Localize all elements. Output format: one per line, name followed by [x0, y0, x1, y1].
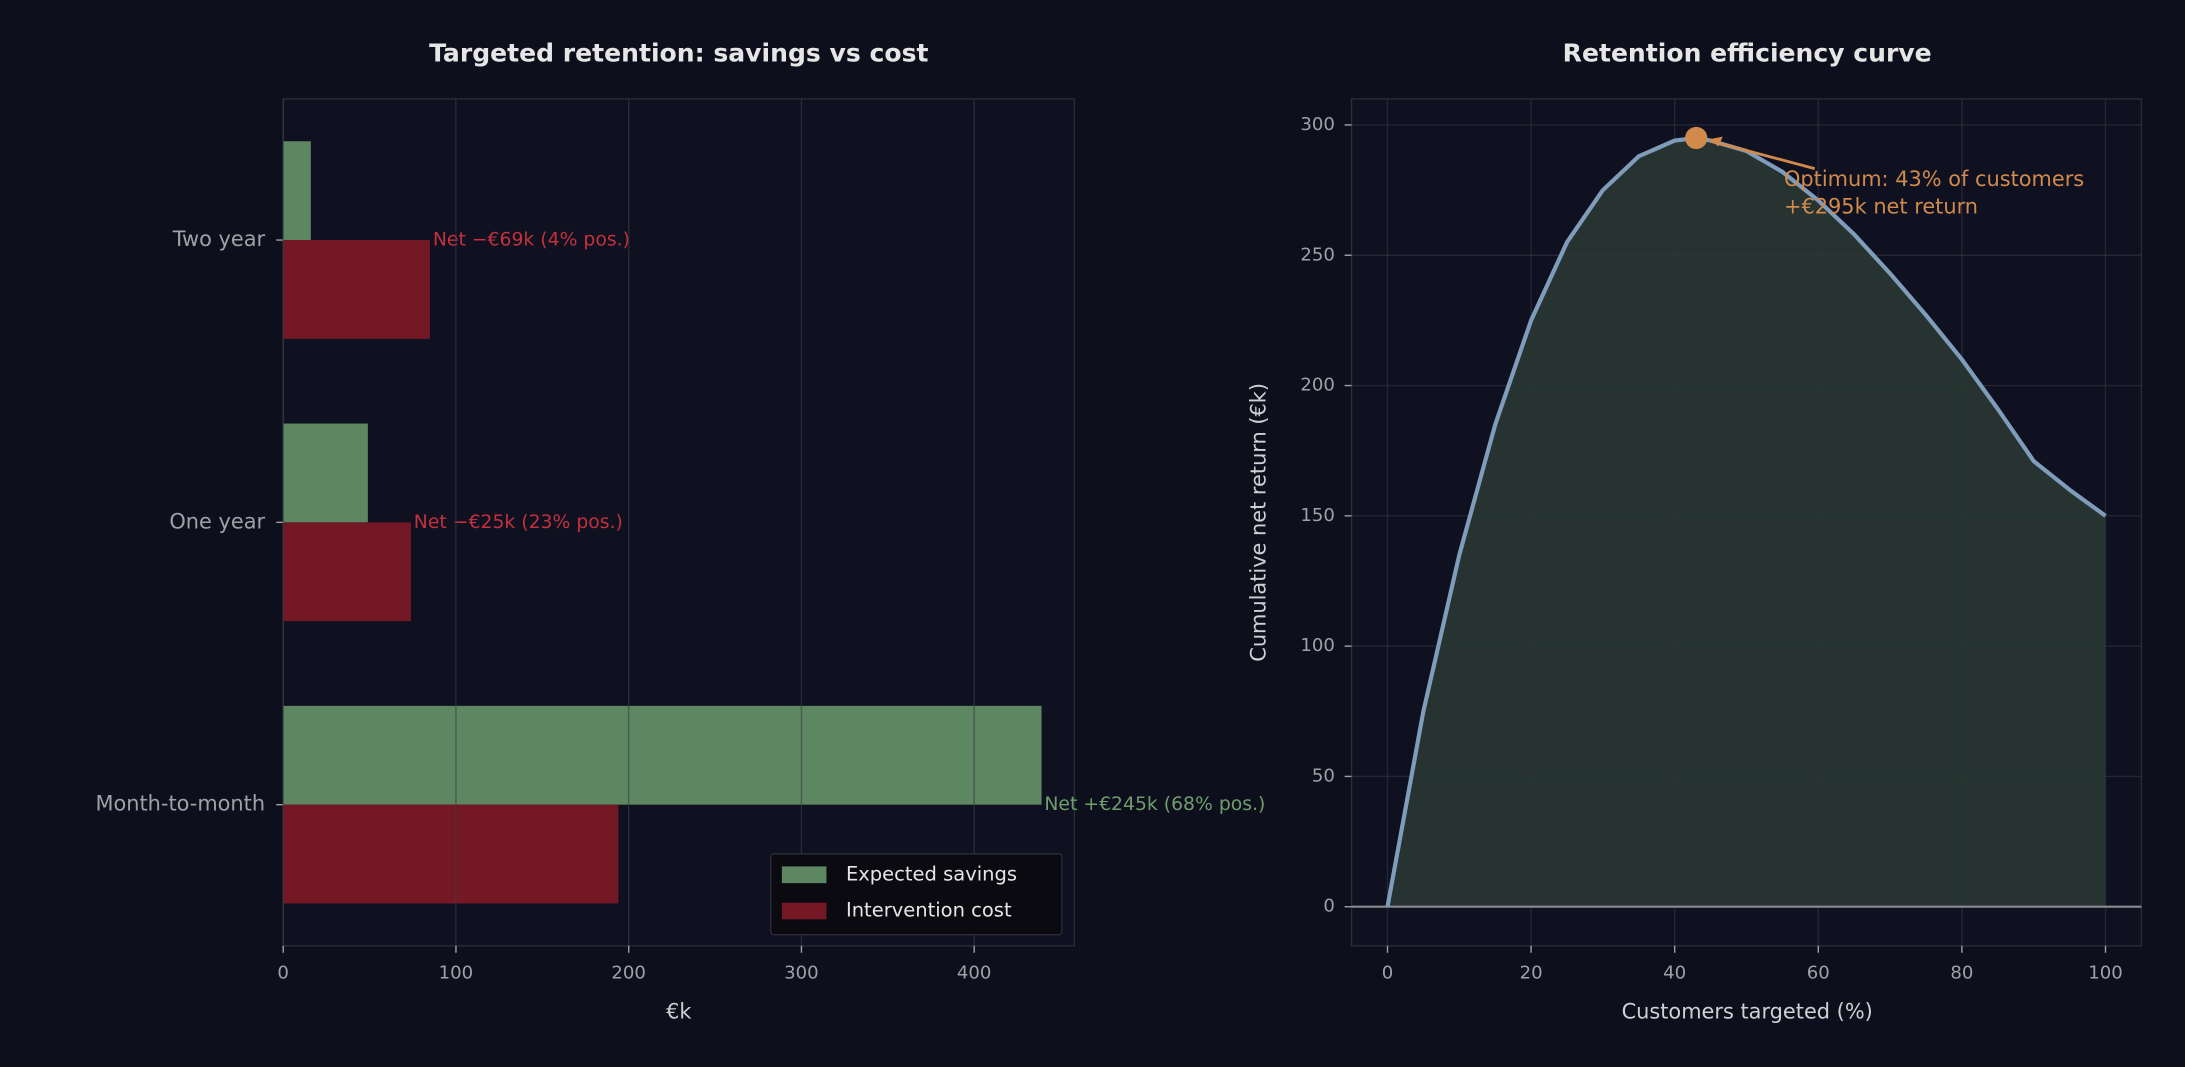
- y-tick-label: 0: [1323, 896, 1335, 917]
- y-tick-label: One year: [169, 509, 265, 533]
- x-tick-label: 80: [1950, 963, 1973, 984]
- y-axis-label: Cumulative net return (€k): [1247, 383, 1271, 662]
- optimum-label: Optimum: 43% of customers: [1784, 167, 2084, 191]
- x-tick-label: 0: [1382, 963, 1394, 984]
- bar: [283, 240, 431, 339]
- legend-swatch: [781, 866, 827, 884]
- x-axis-label: Customers targeted (%): [1622, 1000, 1873, 1024]
- bar: [283, 804, 619, 904]
- bar: [283, 141, 311, 241]
- x-tick-label: 100: [2088, 963, 2123, 984]
- arrow-head: [1708, 136, 1723, 147]
- y-tick-label: 300: [1300, 114, 1335, 135]
- bar: [283, 522, 412, 622]
- legend-label: Expected savings: [846, 862, 1017, 885]
- net-annotation: Net +€245k (68% pos.): [1044, 794, 1265, 815]
- y-tick-label: Two year: [172, 227, 266, 251]
- x-tick-label: 200: [611, 963, 646, 984]
- chart-title: Retention efficiency curve: [1563, 38, 1932, 67]
- chart-title: Targeted retention: savings vs cost: [429, 38, 928, 67]
- bar: [283, 423, 368, 523]
- annotation-arrow: [1709, 139, 1815, 170]
- y-tick-label: 50: [1312, 765, 1335, 786]
- x-tick-label: 300: [784, 963, 819, 984]
- y-tick-label: Month-to-month: [95, 792, 265, 816]
- x-tick-label: 400: [957, 963, 992, 984]
- legend-swatch: [781, 902, 827, 920]
- area: [1387, 137, 2106, 907]
- x-tick-label: 20: [1520, 963, 1543, 984]
- optimum-label: +€295k net return: [1784, 195, 1978, 219]
- optimum-marker: [1685, 126, 1708, 150]
- bar: [283, 705, 1042, 805]
- net-annotation: Net −€25k (23% pos.): [414, 512, 623, 533]
- x-tick-label: 40: [1663, 963, 1686, 984]
- y-tick-label: 150: [1300, 505, 1335, 526]
- x-tick-label: 60: [1807, 963, 1830, 984]
- legend-box: [770, 853, 1063, 936]
- y-tick-label: 200: [1300, 375, 1335, 396]
- y-tick-label: 250: [1300, 244, 1335, 265]
- x-tick-label: 0: [277, 963, 289, 984]
- legend-label: Intervention cost: [846, 898, 1012, 921]
- x-axis-label: €k: [666, 1000, 692, 1024]
- x-tick-label: 100: [439, 963, 474, 984]
- y-tick-label: 100: [1300, 635, 1335, 656]
- net-annotation: Net −€69k (4% pos.): [433, 230, 630, 251]
